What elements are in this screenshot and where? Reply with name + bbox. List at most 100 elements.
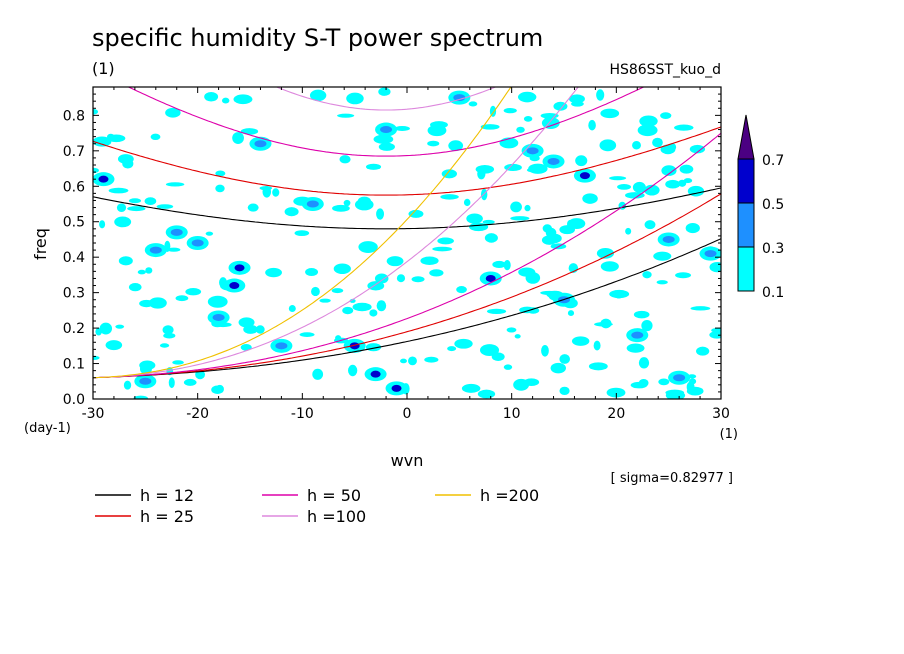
colorbar-segment — [737, 158, 755, 204]
power-speckle — [108, 187, 129, 194]
power-speckle — [559, 386, 570, 396]
power-speckle — [305, 268, 319, 276]
power-speckle — [517, 91, 537, 103]
power-speckle — [408, 356, 417, 366]
power-blob — [662, 235, 675, 243]
dispersion-curve-symmetric — [127, 87, 645, 157]
y-tick-label: 0.8 — [63, 108, 85, 124]
power-speckle — [690, 306, 711, 311]
power-speckle — [638, 378, 649, 388]
y-tick-label: 0.6 — [63, 179, 85, 195]
power-speckle — [284, 207, 299, 217]
power-speckle — [105, 340, 123, 351]
legend-label: h = 25 — [140, 507, 194, 526]
x-axis-label: wvn — [391, 451, 424, 470]
power-speckle — [486, 308, 507, 315]
power-speckle — [262, 185, 272, 198]
power-speckle — [116, 203, 127, 212]
power-speckle — [183, 378, 197, 386]
power-speckle — [625, 227, 632, 235]
power-speckle — [477, 168, 486, 180]
power-speckle — [567, 218, 586, 230]
power-speckle — [376, 208, 385, 220]
power-speckle — [447, 346, 457, 352]
power-speckle — [644, 184, 660, 196]
power-contours — [93, 87, 721, 399]
power-speckle — [354, 198, 374, 211]
power-blob — [704, 250, 717, 258]
dispersion-curve-symmetric — [93, 187, 721, 230]
power-speckle — [240, 344, 252, 351]
power-speckle — [165, 182, 185, 187]
power-speckle — [609, 289, 630, 299]
power-speckle — [288, 305, 296, 313]
power-speckle — [489, 105, 497, 117]
power-speckle — [503, 107, 517, 114]
power-speckle — [335, 335, 342, 341]
power-speckle — [376, 300, 387, 312]
power-speckle — [594, 322, 613, 327]
power-speckle — [128, 198, 142, 204]
power-speckle — [510, 216, 530, 221]
power-speckle — [333, 263, 351, 275]
dispersion-curve-asymmetric — [93, 87, 512, 379]
power-speckle — [185, 288, 202, 296]
power-speckle — [600, 261, 619, 272]
power-speckle — [550, 362, 566, 374]
power-speckle — [678, 179, 687, 187]
x-axis: -30 -20 -10 0 10 20 30 — [82, 87, 730, 422]
power-speckle — [582, 193, 598, 204]
power-speckle — [294, 230, 310, 237]
power-speckle — [159, 343, 170, 348]
power-speckle — [386, 256, 404, 267]
power-blob — [526, 147, 539, 155]
colorbar-label: 0.3 — [762, 241, 784, 257]
power-blob — [234, 264, 245, 272]
power-speckle — [503, 260, 511, 271]
power-speckle — [221, 97, 230, 104]
power-speckle — [420, 256, 439, 266]
power-blob — [547, 157, 560, 165]
power-blob — [229, 282, 240, 290]
power-speckle — [642, 271, 652, 279]
power-speckle — [309, 89, 327, 102]
power-speckle — [429, 269, 444, 277]
power-speckle — [516, 126, 525, 133]
dispersion-curve-asymmetric — [93, 87, 579, 379]
power-speckle — [658, 378, 670, 386]
power-speckle — [238, 317, 255, 328]
power-speckle — [156, 204, 174, 209]
power-speckle — [411, 276, 425, 283]
power-speckle — [641, 320, 653, 332]
power-speckle — [665, 179, 681, 189]
power-speckle — [477, 389, 496, 399]
power-speckle — [373, 134, 394, 144]
x-tick-label: -10 — [291, 406, 314, 422]
power-speckle — [175, 295, 189, 302]
power-speckle — [523, 116, 533, 122]
power-speckle — [352, 302, 372, 312]
power-speckle — [506, 327, 517, 333]
power-speckle — [599, 139, 617, 152]
power-speckle — [632, 140, 641, 150]
power-speckle — [541, 344, 549, 357]
legend-label: h = 12 — [140, 486, 194, 505]
power-speckle — [272, 188, 280, 197]
power-speckle — [541, 235, 557, 245]
power-speckle — [540, 112, 559, 119]
power-speckle — [139, 363, 152, 375]
power-blob — [453, 94, 466, 102]
y-tick-label: 0.3 — [63, 286, 85, 302]
power-speckle — [265, 267, 282, 278]
dispersion-curve-asymmetric — [93, 193, 721, 379]
power-speckle — [448, 140, 464, 152]
power-speckle — [645, 220, 654, 229]
power-speckle — [232, 132, 244, 144]
colorbar-segment — [737, 202, 755, 248]
y-tick-label: 0.7 — [63, 144, 85, 160]
power-speckle — [484, 233, 498, 243]
power-blob — [391, 384, 402, 392]
power-speckle — [588, 119, 596, 131]
power-speckle — [617, 184, 632, 190]
legend-label: h =200 — [480, 486, 539, 505]
